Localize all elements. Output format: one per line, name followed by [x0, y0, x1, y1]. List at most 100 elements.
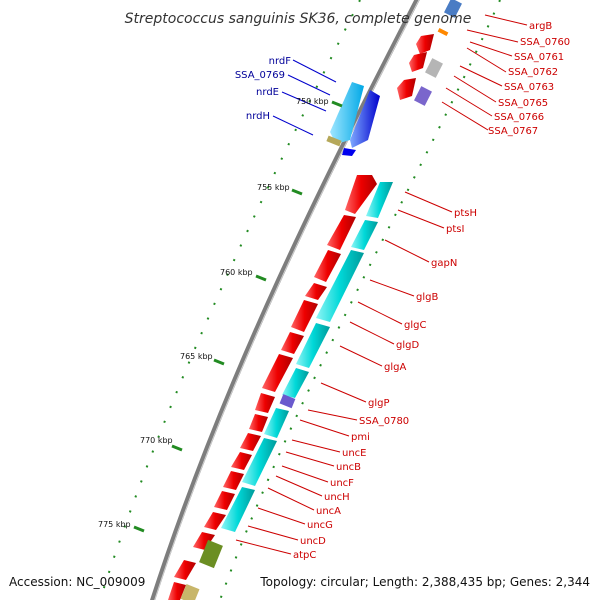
leader-line — [299, 419, 350, 437]
cds-forward[interactable] — [240, 433, 261, 451]
leader-line — [441, 101, 489, 131]
cds-forward-olive[interactable] — [199, 539, 223, 569]
gc-ring — [219, 0, 501, 600]
gene-label-uncA[interactable]: uncA — [316, 506, 341, 517]
gene-label-argB[interactable]: argB — [529, 21, 552, 32]
tick-765 — [213, 358, 225, 366]
gene-label-glgP[interactable]: glgP — [368, 398, 390, 409]
cds-forward-cyan[interactable] — [296, 323, 330, 368]
gene-label-ptsI[interactable]: ptsI — [446, 224, 464, 235]
gene-label-gapN[interactable]: gapN — [431, 258, 457, 269]
backbone-group — [99, 0, 501, 600]
cds-reverse-nrdH[interactable] — [342, 148, 356, 156]
gene-label-uncB[interactable]: uncB — [336, 462, 361, 473]
gene-label-glgA[interactable]: glgA — [384, 362, 406, 373]
genome-backbone — [150, 0, 420, 600]
cds-forward[interactable] — [305, 283, 327, 300]
gene-label-uncD[interactable]: uncD — [300, 536, 326, 547]
gene-label-SSA_0769[interactable]: SSA_0769 — [235, 70, 285, 81]
gene-label-nrdH[interactable]: nrdH — [246, 111, 270, 122]
cds-forward[interactable] — [204, 512, 226, 530]
gene-label-ptsH[interactable]: ptsH — [454, 208, 477, 219]
cds-forward-cyan[interactable] — [366, 182, 393, 218]
cds-forward[interactable] — [223, 471, 244, 490]
leader-line — [459, 65, 503, 87]
tick-750 — [331, 100, 343, 108]
gene-label-SSA_0760[interactable]: SSA_0760 — [520, 37, 570, 48]
cds-forward[interactable] — [314, 250, 341, 282]
cds-forward[interactable] — [193, 532, 215, 550]
gene-label-SSA_0762[interactable]: SSA_0762 — [508, 67, 558, 78]
cds-forward[interactable] — [249, 414, 268, 432]
cds-forward[interactable] — [262, 354, 293, 392]
gene-label-atpC[interactable]: atpC — [293, 550, 316, 561]
cds-forward-cyan[interactable] — [221, 487, 255, 532]
cds-forward-olive-light[interactable] — [180, 583, 200, 600]
gene-label-SSA_0780[interactable]: SSA_0780 — [359, 416, 409, 427]
gene-label-glgC[interactable]: glgC — [404, 320, 426, 331]
cds-forward-cyan[interactable] — [316, 250, 364, 322]
gene-label-SSA_0761[interactable]: SSA_0761 — [514, 52, 564, 63]
cds-forward[interactable] — [397, 78, 416, 100]
leader-line — [397, 209, 445, 229]
cds-forward-cyan[interactable] — [264, 408, 289, 438]
leader-line — [453, 75, 497, 103]
cds-reverse-nrdF[interactable] — [330, 82, 364, 144]
gene-label-uncF[interactable]: uncF — [330, 478, 354, 489]
leader-line — [285, 451, 335, 467]
leader-line — [445, 87, 493, 117]
leader-line — [404, 191, 453, 213]
gene-label-pmi[interactable]: pmi — [351, 432, 370, 443]
leader-line — [275, 475, 323, 497]
cds-forward-cyan[interactable] — [242, 438, 277, 486]
forward-labels: argB SSA_0760 SSA_0761 SSA_0762 SSA_0763… — [235, 14, 570, 561]
gene-label-uncG[interactable]: uncG — [307, 520, 333, 531]
cds-forward[interactable] — [281, 332, 304, 354]
cds-forward[interactable] — [255, 393, 275, 413]
gene-label-glgB[interactable]: glgB — [416, 292, 438, 303]
cds-forward[interactable] — [416, 34, 434, 54]
cds-forward-cyan[interactable] — [351, 220, 378, 250]
cds-forward-purple[interactable] — [414, 86, 432, 106]
cds-forward[interactable] — [327, 215, 356, 250]
gene-label-SSA_0767[interactable]: SSA_0767 — [488, 126, 538, 137]
leader-line — [484, 14, 528, 26]
gene-label-nrdF[interactable]: nrdF — [269, 56, 292, 67]
leader-line — [357, 301, 403, 325]
cds-forward[interactable] — [409, 52, 427, 72]
cds-forward-ptsH[interactable] — [345, 175, 377, 214]
reverse-cds-group — [326, 82, 380, 156]
cds-forward-cyan[interactable] — [282, 368, 309, 398]
cds-forward[interactable] — [174, 560, 196, 580]
gene-label-glgD[interactable]: glgD — [396, 340, 419, 351]
cds-forward-gray[interactable] — [425, 58, 443, 78]
kbp-label-765: 765 kbp — [180, 352, 213, 361]
tick-760 — [255, 274, 267, 282]
cds-forward-purple[interactable] — [279, 394, 296, 409]
leader-line — [267, 487, 315, 511]
cds-forward[interactable] — [231, 452, 252, 470]
leader-line — [466, 29, 519, 43]
cds-reverse-khaki[interactable] — [326, 135, 342, 147]
cds-forward[interactable] — [214, 491, 235, 510]
gene-label-nrdE[interactable]: nrdE — [256, 87, 279, 98]
leader-line — [247, 525, 299, 541]
gene-label-uncH[interactable]: uncH — [324, 492, 350, 503]
gene-label-SSA_0766[interactable]: SSA_0766 — [494, 112, 544, 123]
leader-line — [257, 507, 306, 525]
gene-label-uncE[interactable]: uncE — [342, 448, 367, 459]
cds-forward-orange[interactable] — [437, 27, 449, 37]
cds-reverse-nrdE[interactable] — [350, 90, 380, 148]
tick-755 — [291, 188, 303, 196]
cds-forward-steel[interactable] — [444, 0, 462, 18]
gene-label-SSA_0765[interactable]: SSA_0765 — [498, 98, 548, 109]
cds-forward[interactable] — [291, 300, 318, 332]
accession-text: Accession: NC_009009 — [9, 575, 145, 589]
kbp-label-755: 755 kbp — [257, 183, 290, 192]
leader-line — [291, 439, 341, 453]
leader-line — [384, 239, 430, 263]
gene-label-SSA_0763[interactable]: SSA_0763 — [504, 82, 554, 93]
cds-forward[interactable] — [168, 582, 186, 600]
leader-line — [466, 47, 507, 73]
forward-cds-group — [168, 0, 462, 600]
